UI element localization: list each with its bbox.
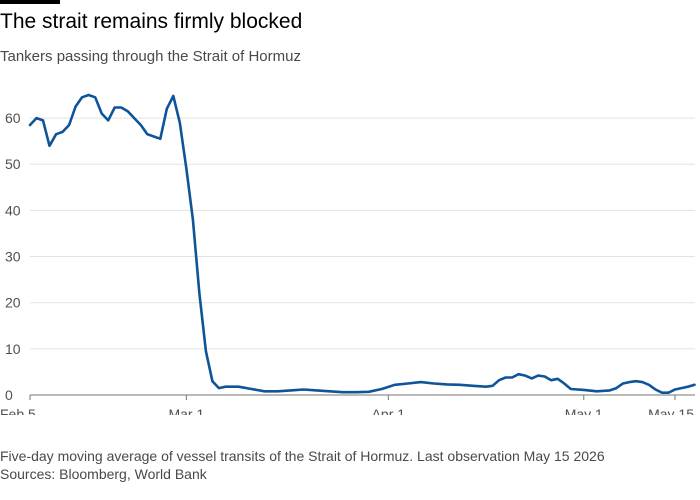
y-tick-label: 60: [5, 110, 21, 126]
x-tick-label: May 15: [648, 406, 694, 415]
x-tick-label: Feb 5: [0, 406, 36, 415]
y-tick-label: 0: [5, 387, 13, 403]
chart-subtitle: Tankers passing through the Strait of Ho…: [0, 48, 301, 65]
y-tick-label: 30: [5, 249, 21, 265]
series-line: [28, 93, 696, 395]
x-tick-label: Apr 1: [372, 406, 406, 415]
chart-footnote: Five-day moving average of vessel transi…: [0, 448, 605, 464]
y-tick-label: 10: [5, 341, 21, 357]
y-tick-label: 40: [5, 202, 21, 218]
y-tick-label: 20: [5, 295, 21, 311]
line-chart: 0 10 20 30 40 50 60 Feb 5 Mar 1 Apr 1 May 1 May 15: [0, 93, 696, 415]
top-rule: [0, 0, 60, 4]
chart-title: The strait remains firmly blocked: [0, 10, 303, 33]
chart-source: Sources: Bloomberg, World Bank: [0, 466, 207, 482]
y-tick-label: 50: [5, 156, 21, 172]
x-tick-label: Mar 1: [168, 406, 204, 415]
x-tick-label: May 1: [565, 406, 603, 415]
